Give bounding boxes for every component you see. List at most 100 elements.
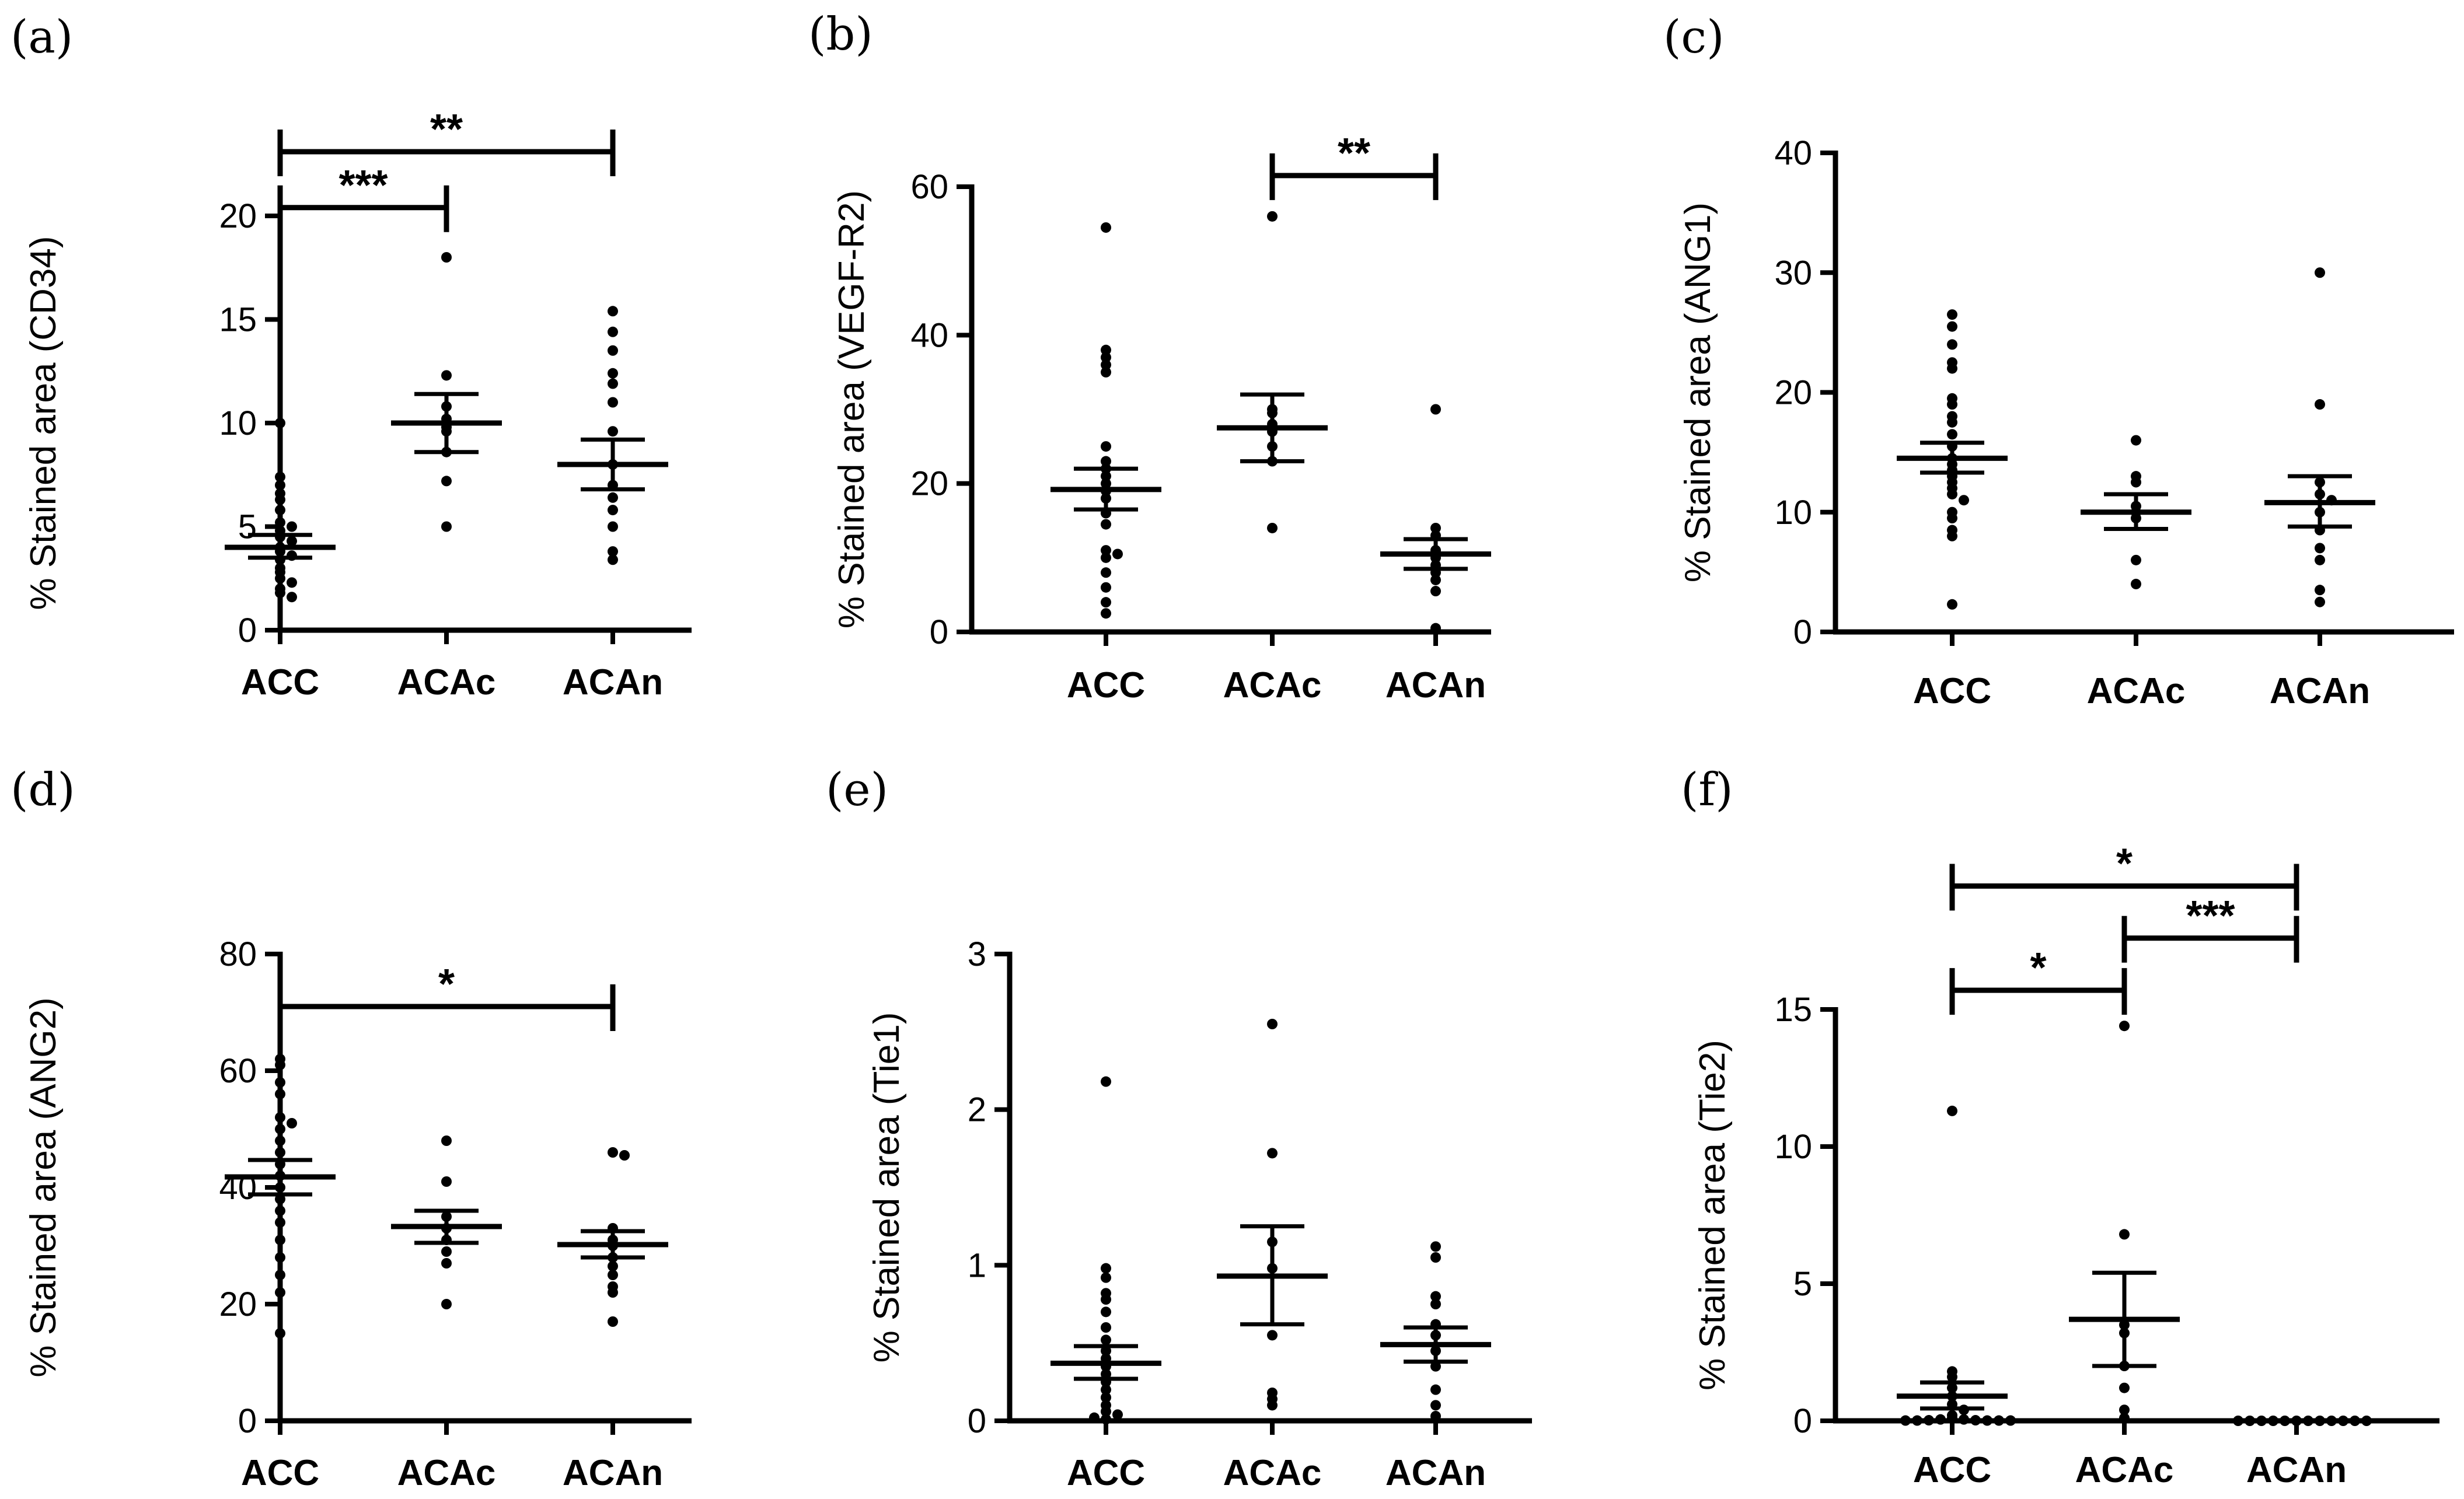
significance-bracket [1949,968,2127,1015]
data-point [275,418,285,428]
category-label: ACAn [563,1453,663,1493]
data-point [441,1176,452,1187]
data-point [1101,567,1111,578]
data-point [2315,399,2325,410]
y-tick-label: 0 [238,612,257,649]
data-point [1430,1252,1441,1263]
data-point [287,577,297,588]
category-label: ACAc [1223,1453,1322,1493]
y-tick-label: 40 [910,316,948,354]
category-label: ACC [241,1453,319,1493]
data-point [608,397,618,408]
data-point [1994,1415,2004,1426]
data-point [275,1077,285,1088]
data-point [1112,548,1123,560]
y-axis-label: % Stained area (Tie1) [867,1012,907,1363]
data-point [1947,1371,1957,1382]
data-point [275,1135,285,1146]
data-point [1430,1384,1441,1395]
data-point [287,536,297,547]
data-point [2315,585,2325,596]
chart-panel-1: (a) 0 5 10 15 20 ACC ACAc ACAn % Stained area (CD… [11,11,692,703]
data-point [441,1135,452,1146]
data-point [608,345,618,356]
data-point [275,1252,285,1263]
data-point [275,1328,285,1339]
data-point [2119,1382,2130,1393]
data-point [1947,1413,1957,1424]
y-tick-label: 0 [1793,1402,1812,1440]
category-label: ACC [1067,1453,1145,1493]
chart-panel-2: (b) 0 20 40 60 ACC ACAc ACAn % Stained area (VEG… [808,8,1491,705]
data-point [1947,1105,1957,1116]
significance-bracket [1949,864,2299,911]
data-point [1101,1392,1111,1403]
data-point [1101,1334,1111,1346]
category-label: ACC [1913,671,1991,711]
y-axis-label: % Stained area (CD34) [23,236,64,610]
data-point [608,521,618,532]
data-point [1101,608,1111,619]
data-point [1430,574,1441,585]
data-point [608,1147,618,1158]
data-point [1101,366,1111,378]
data-point [275,1217,285,1228]
data-point [1112,1409,1123,1420]
y-tick-label: 60 [219,1052,257,1090]
y-tick-label: 0 [930,613,948,651]
data-point [1900,1415,1911,1426]
data-point [441,476,452,487]
data-point [608,1270,618,1280]
data-point [1101,1294,1111,1305]
data-point [1959,495,1969,506]
y-tick-label: 15 [219,301,257,339]
data-point [1101,441,1111,452]
data-point [1101,1306,1111,1318]
data-point [1101,1322,1111,1333]
y-tick-label: 10 [1774,1128,1812,1166]
data-point [1267,522,1278,533]
significance-bracket [277,129,616,176]
y-axis-label: % Stained area (ANG1) [1678,202,1718,582]
data-point [1101,519,1111,530]
y-tick-label: 20 [219,1285,257,1323]
category-label: ACAc [397,662,496,703]
data-point [1430,1411,1441,1421]
data-point [1101,1384,1111,1395]
category-label: ACAn [1385,1453,1486,1493]
y-tick-label: 20 [219,197,257,235]
significance-bracket [1269,153,1439,200]
data-point [1947,309,1957,320]
data-point [1947,599,1957,610]
data-point [1430,1400,1441,1411]
data-point [608,378,618,389]
data-point [2315,267,2325,278]
significance-bracket [277,984,616,1031]
data-point [441,1258,452,1269]
data-point [1430,522,1441,533]
data-point [608,326,618,337]
data-point [275,573,285,584]
y-tick-label: 20 [910,465,948,503]
data-point [1947,417,1957,428]
y-tick-label: 2 [968,1091,986,1129]
data-point [275,517,285,528]
data-point [441,1246,452,1257]
y-tick-label: 30 [1774,254,1812,292]
data-point [275,471,285,483]
data-point [2315,596,2325,607]
data-point [608,1316,618,1327]
data-point [1935,1414,1946,1425]
y-tick-label: 40 [1774,134,1812,172]
data-point [608,554,618,565]
y-tick-label: 10 [1774,494,1812,532]
data-point [1430,404,1441,415]
data-point [441,1299,452,1309]
category-label: ACAc [1223,665,1322,705]
chart-panel-6: (f) 0 5 10 15 ACC ACAc ACAn % Stained area (Tie2… [1681,764,2439,1490]
y-axis-label: % Stained area (Tie2) [1692,1040,1733,1390]
data-point [1101,1406,1111,1417]
data-point [1101,1076,1111,1087]
